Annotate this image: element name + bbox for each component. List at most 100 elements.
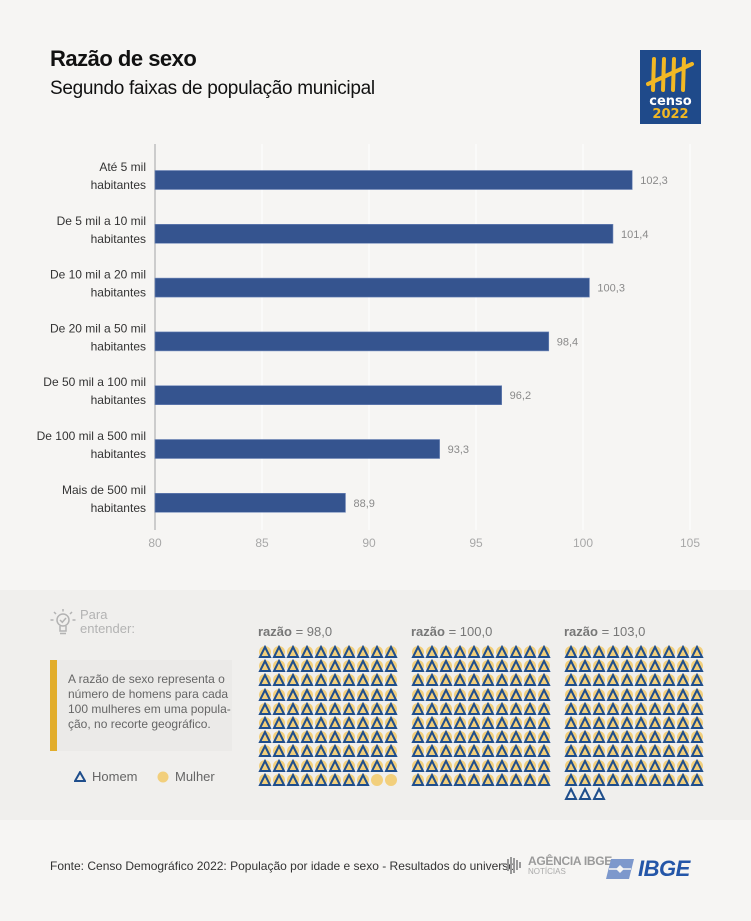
triangle-icon [286, 644, 300, 658]
chart-title: Razão de sexo [50, 46, 197, 71]
pair-icon [537, 701, 551, 716]
pair-icon [606, 673, 620, 687]
pair-icon [523, 729, 537, 744]
triangle-icon [676, 701, 690, 715]
x-tick-label: 105 [680, 536, 700, 550]
pair-icon [300, 729, 314, 744]
triangle-icon [467, 715, 481, 729]
pair-icon [328, 644, 342, 659]
pair-icon [467, 758, 481, 773]
pair-icon [537, 772, 551, 787]
pair-icon [258, 644, 272, 659]
triangle-icon [564, 687, 578, 701]
bar [154, 385, 502, 405]
pair-icon [523, 701, 537, 716]
triangle-icon [648, 715, 662, 729]
triangle-icon [537, 658, 551, 673]
explainer-heading: Para entender: [50, 608, 135, 636]
pair-icon [411, 644, 425, 659]
triangle-icon [592, 729, 606, 744]
triangle-icon [300, 758, 314, 772]
pair-icon [370, 644, 384, 659]
pair-icon [258, 701, 272, 716]
example-title-bold: razão [564, 624, 598, 639]
triangle-icon [620, 687, 634, 701]
pair-icon [342, 744, 356, 758]
value-label: 102,3 [640, 175, 668, 187]
triangle-icon [370, 644, 384, 658]
pair-icon [620, 644, 634, 659]
pair-icon [258, 729, 272, 744]
triangle-icon [411, 701, 425, 715]
triangle-icon [328, 673, 342, 687]
triangle-icon [509, 673, 523, 687]
pair-icon [690, 673, 704, 687]
pair-icon [690, 701, 704, 716]
triangle-icon [258, 758, 272, 772]
triangle-icon [509, 744, 523, 758]
category-label: De 100 mil a 500 mil [37, 429, 146, 443]
triangle-icon [286, 744, 300, 758]
definition-line: ção, no recorte geográfico. [68, 717, 211, 731]
triangle-icon [648, 673, 662, 687]
category-label: habitantes [91, 232, 146, 246]
pair-icon [258, 772, 272, 787]
pair-icon [495, 673, 509, 687]
pair-icon [453, 687, 467, 702]
pair-icon [578, 687, 592, 702]
triangle-icon [481, 687, 495, 701]
pair-icon [467, 729, 481, 744]
triangle-icon [606, 729, 620, 744]
triangle-icon [690, 758, 704, 772]
pair-icon [370, 758, 384, 773]
pair-icon [620, 687, 634, 702]
pair-icon [606, 701, 620, 716]
example-ratio-98: razão = 98,0 [258, 624, 398, 787]
pair-icon [384, 744, 398, 758]
value-label: 101,4 [621, 229, 649, 241]
pair-icon [481, 729, 495, 744]
logo-text-censo: censo [649, 94, 692, 109]
triangle-icon [439, 772, 453, 786]
pair-icon [467, 772, 481, 787]
triangle-icon [272, 658, 286, 673]
triangle-icon [258, 658, 272, 673]
censo-2022-logo: censo 2022 [640, 50, 701, 124]
triangle-icon [676, 644, 690, 658]
category-label: De 20 mil a 50 mil [50, 321, 146, 335]
pair-icon [620, 658, 634, 673]
triangle-icon [481, 701, 495, 715]
bar [154, 170, 633, 190]
bar [154, 277, 590, 298]
pair-icon [370, 715, 384, 730]
value-label: 98,4 [557, 336, 578, 348]
triangle-icon [384, 644, 398, 658]
triangle-icon [592, 701, 606, 715]
pair-icon [676, 772, 690, 787]
triangle-icon [620, 701, 634, 715]
source-note: Fonte: Censo Demográfico 2022: População… [50, 859, 515, 873]
triangle-icon [356, 658, 370, 673]
triangle-icon [425, 658, 439, 673]
triangle-icon [606, 644, 620, 658]
pair-icon [537, 687, 551, 702]
triangle-icon [411, 729, 425, 744]
pair-icon [537, 729, 551, 744]
triangle-icon [272, 772, 286, 786]
triangle-icon [509, 729, 523, 744]
pair-icon [439, 772, 453, 787]
pair-icon [342, 687, 356, 702]
triangle-icon [676, 772, 690, 786]
triangle-icon [300, 729, 314, 744]
triangle-icon [662, 744, 676, 758]
triangle-icon [495, 701, 509, 715]
pair-icon [606, 687, 620, 702]
triangle-icon [676, 758, 690, 772]
agencia-ibge-subtitle: NOTÍCIAS [528, 867, 566, 876]
lightbulb-check-icon [50, 609, 76, 635]
triangle-icon [606, 673, 620, 687]
triangle-icon [342, 644, 356, 658]
triangle-icon [272, 729, 286, 744]
pair-icon [314, 744, 328, 758]
pair-icon [690, 715, 704, 730]
